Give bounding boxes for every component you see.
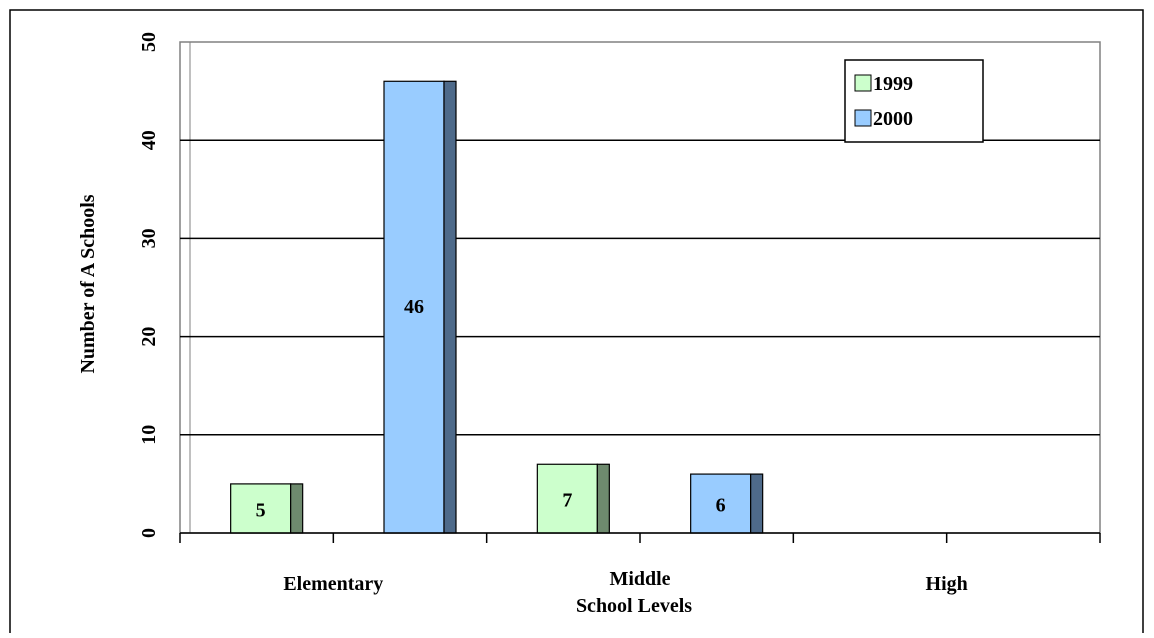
x-axis-title: School Levels <box>576 595 692 617</box>
bar-side-1999-middle <box>596 463 610 534</box>
legend-box <box>844 59 984 143</box>
x-tick-label: High <box>926 573 968 595</box>
data-label: 46 <box>404 296 424 318</box>
legend-label-2000: 2000 <box>873 108 913 130</box>
x-tick-label: Middle <box>609 568 670 590</box>
legend-swatch-1999 <box>854 74 872 92</box>
data-label: 6 <box>716 495 726 517</box>
bar-2000-elementary <box>383 80 445 534</box>
y-tick-label: 40 <box>138 130 160 150</box>
legend: 1999 2000 <box>844 59 984 143</box>
legend-swatch-2000 <box>854 109 872 127</box>
bar-2000-middle <box>690 473 752 534</box>
y-axis-title: Number of A Schools <box>77 194 99 373</box>
y-tick-label: 20 <box>138 327 160 347</box>
x-tick-label: Elementary <box>283 573 383 595</box>
y-tick-label: 50 <box>138 32 160 52</box>
bar-side-1999-elementary <box>290 483 304 534</box>
y-tick-label: 30 <box>138 228 160 248</box>
data-label: 5 <box>256 499 266 521</box>
bar-side-2000-middle <box>750 473 764 534</box>
y-tick-label: 0 <box>138 528 160 538</box>
legend-label-1999: 1999 <box>873 73 913 95</box>
bar-side-2000-elementary <box>443 80 457 534</box>
data-label: 7 <box>562 490 572 512</box>
y-tick-label: 10 <box>138 425 160 445</box>
